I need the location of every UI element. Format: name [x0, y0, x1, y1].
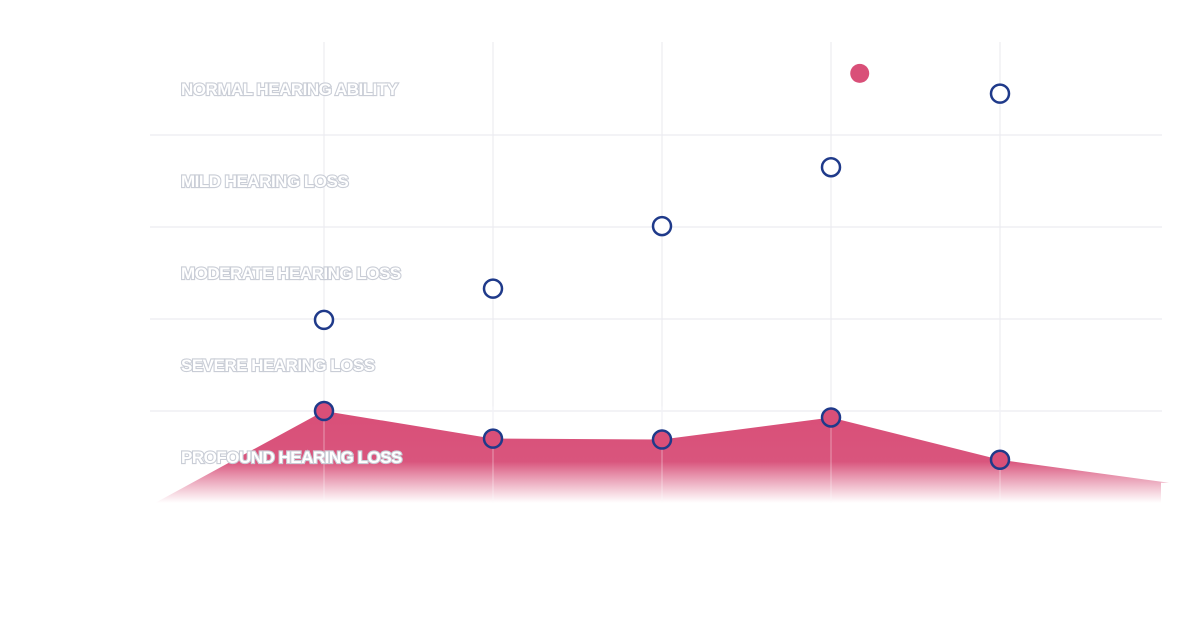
band-label: PROFOUND HEARING LOSS [181, 448, 402, 467]
hollow-point [989, 83, 1011, 104]
area-point [313, 400, 335, 422]
area-point [820, 407, 842, 428]
solid-point [850, 63, 870, 83]
band-labels: NORMAL HEARING ABILITY MILD HEARING LOSS M… [180, 79, 404, 468]
hollow-point [313, 309, 335, 331]
band-label: MODERATE HEARING LOSS [181, 264, 401, 283]
band-label: NORMAL HEARING ABILITY [181, 80, 399, 99]
area-point [651, 429, 673, 450]
hollow-point [820, 156, 842, 178]
band-label: MILD HEARING LOSS [181, 172, 348, 191]
area-point [989, 449, 1011, 471]
data-points [313, 63, 1011, 471]
hollow-point [482, 278, 504, 299]
area-point [482, 428, 504, 449]
area-fill [155, 411, 1169, 503]
hollow-point [651, 215, 673, 237]
band-label: SEVERE HEARING LOSS [181, 356, 375, 375]
